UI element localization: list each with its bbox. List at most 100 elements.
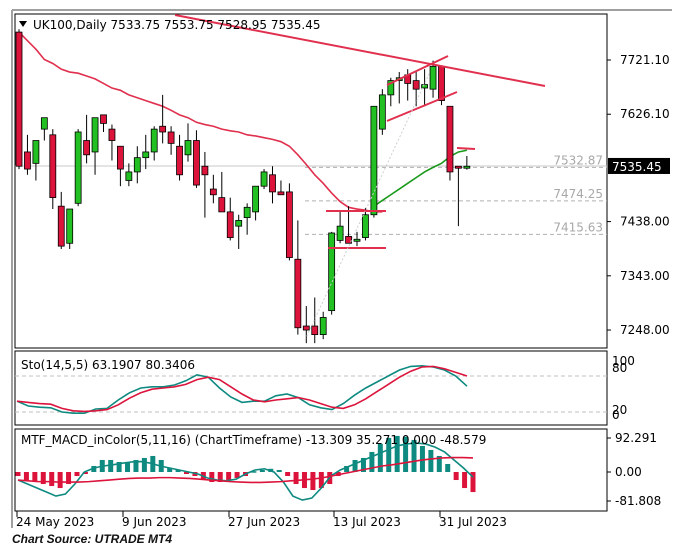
macd-bar [32,472,38,483]
macd-tick: -81.808 [615,494,661,508]
macd-macd-line [17,442,474,501]
macd-signal-line [17,456,474,484]
macd-bar [133,459,139,472]
candle [15,29,23,170]
macd-histogram-lines [15,435,476,501]
macd-bar [49,472,55,487]
macd-bar [125,461,131,472]
current-price-label: 7535.45 [612,160,662,174]
stochastic-lines [15,364,607,415]
main-price-panel[interactable]: 7532.87 7474.25 7415.63 7721.10 7626.10 7438… [14,13,670,349]
macd-panel[interactable]: MTF_MACD_inColor(5,11,16) (ChartTimefram… [14,428,661,512]
macd-bar [74,472,80,477]
candle [454,165,462,227]
candle [319,311,327,340]
macd-bar [217,472,223,483]
candle [243,203,251,235]
macd-bar [352,459,358,472]
macd-tick: 0.00 [615,465,642,479]
level-label: 7415.63 [553,220,603,234]
macd-bar [15,472,21,477]
candle [218,171,226,213]
candle [226,197,234,241]
candle [159,94,167,144]
macd-bar [453,472,459,481]
macd-bar [226,472,232,481]
macd-bar [276,469,282,472]
candle [49,129,57,210]
macd-bar [293,472,299,485]
macd-bar [394,435,400,472]
macd-bar [82,472,88,475]
candle [125,163,133,187]
macd-bar [285,472,291,477]
trendline-resistance-main[interactable] [174,14,546,87]
candle [429,60,437,98]
date-tick: 31 Jul 2023 [439,515,507,529]
candle [311,297,319,344]
candle [24,134,31,175]
macd-bar [386,437,392,472]
candle [446,105,454,181]
sto-tick: 0 [612,408,620,422]
candle [252,185,260,221]
macd-bar [310,472,316,491]
price-tick: 7438.00 [620,215,670,229]
candle [463,155,471,170]
candle [142,134,150,170]
macd-bar [360,457,366,472]
candle [209,174,217,204]
macd-bar [108,459,114,472]
candle [353,231,361,247]
candle [32,140,40,181]
candle [133,146,141,184]
candle [336,211,344,244]
sto-tick: 100 [612,354,635,368]
current-price-tag [608,157,670,174]
candle [100,114,107,132]
sto-signal-line [16,365,468,413]
macd-bar [209,472,215,483]
candle [184,123,192,162]
candle [370,105,378,218]
price-tick: 7248.00 [620,323,670,337]
chart-source-label: Chart Source: UTRADE MT4 [12,532,173,546]
macd-bar [234,472,240,479]
price-tick: 7626.10 [620,107,670,121]
trendline-flag-upper[interactable] [386,55,449,86]
level-lines: 7532.87 7474.25 7415.63 [15,153,607,235]
level-label: 7474.25 [553,187,603,201]
macd-bar [369,451,375,472]
macd-bar [411,439,417,472]
macd-bar [40,472,46,485]
candle [328,231,336,315]
macd-bar [462,472,468,489]
trendlines[interactable] [174,14,546,341]
projection-line [304,71,431,341]
chart-title: UK100,Daily 7533.75 7553.75 7528.95 7535… [33,18,320,32]
trendline-flag-lower[interactable] [386,91,458,122]
candle [40,117,48,141]
trendline-top-stub[interactable] [456,147,476,150]
date-tick: 24 May 2023 [16,515,94,529]
candle [108,124,116,161]
candle [167,126,175,155]
collapse-triangle-icon[interactable] [19,21,27,27]
price-axis: 7721.10 7626.10 7438.00 7343.00 7248.00 7535.… [607,53,670,337]
macd-bar [403,436,409,472]
sto-tick: 80 [612,361,627,375]
macd-bar [419,445,425,472]
macd-bar [436,455,442,472]
candle [193,130,200,188]
candle [345,206,352,244]
candle [83,114,90,164]
candle [378,89,386,135]
macd-tick: 92.291 [615,431,657,445]
sto-title: Sto(14,5,5) 63.1907 80.3406 [21,358,195,372]
candle [176,134,183,181]
macd-bar [344,465,350,472]
candle [66,208,74,249]
